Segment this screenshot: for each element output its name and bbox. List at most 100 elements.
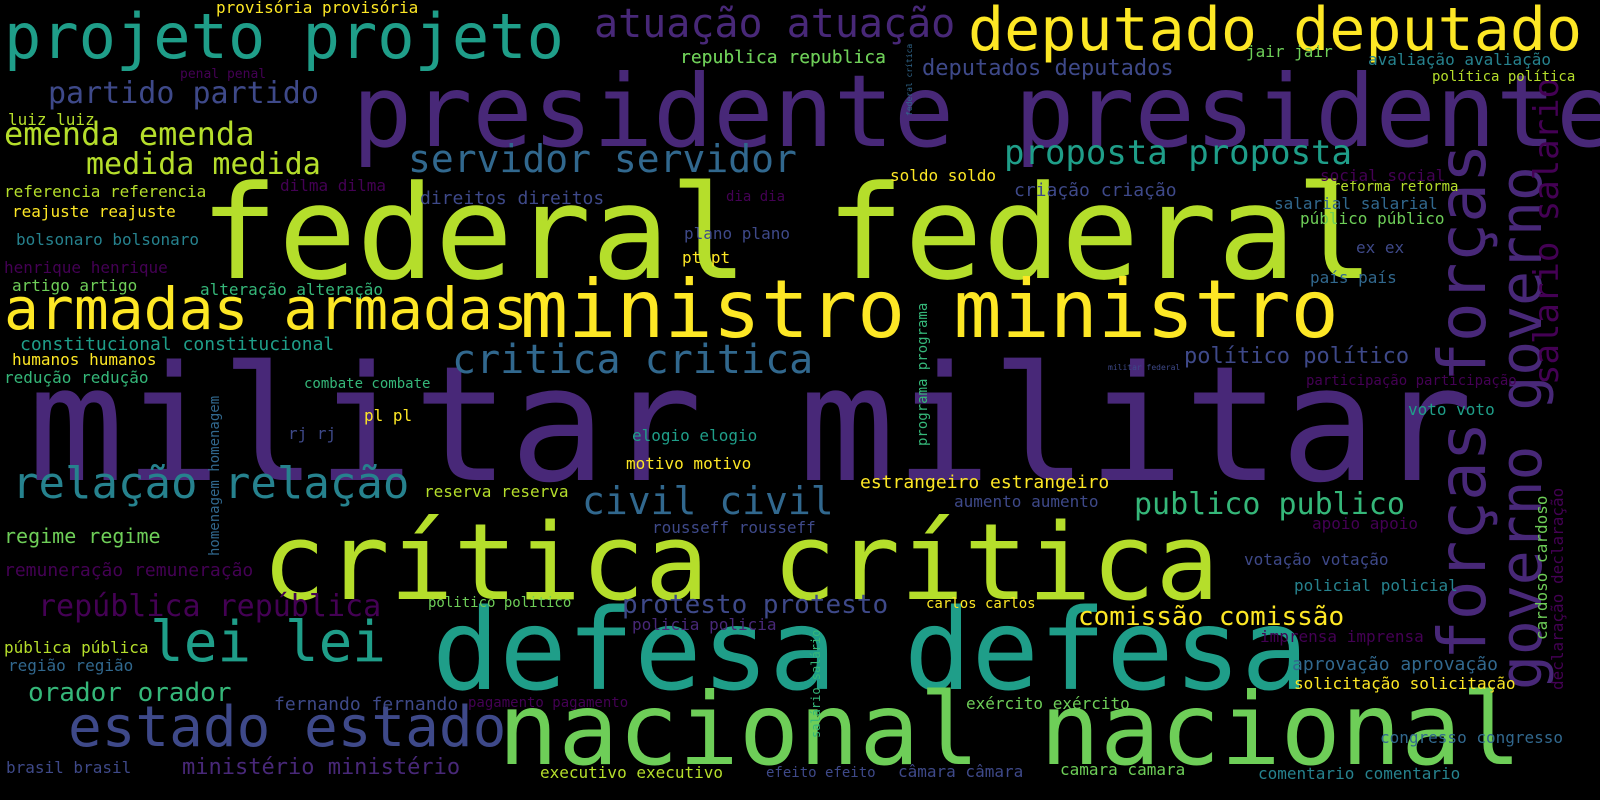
word-civil-civil: civil civil	[582, 479, 834, 523]
word-pais-pais: país país	[1310, 268, 1397, 287]
word-aprovacao-aprovacao: aprovação aprovação	[1292, 654, 1498, 675]
word-declaracao-declaracao: declaração declaração	[1548, 487, 1567, 690]
word-politico-politico-accent: político político	[1184, 344, 1410, 369]
word-republica-accent: república república	[38, 589, 382, 624]
word-politico-politico: politico politico	[428, 595, 572, 611]
word-nacional-nacional: nacional nacional	[498, 671, 1522, 788]
word-federal-federal: federal federal	[200, 157, 1374, 309]
word-republica-noaccent: republica republica	[680, 47, 886, 68]
word-atuacao-atuacao: atuação atuação	[594, 1, 956, 47]
word-republica-small: republica republica	[680, 47, 886, 68]
word-aumento-aumento: aumento aumento	[954, 492, 1099, 511]
word-artigo-artigo: artigo artigo	[12, 276, 138, 295]
word-pl-pl: pl pl	[364, 406, 413, 425]
word-remuneracao-remuneracao: remuneração remuneração	[4, 560, 254, 581]
word-militar-militar: militar militar	[28, 331, 1473, 518]
word-bolsonaro-bolsonaro: bolsonaro bolsonaro	[16, 230, 200, 249]
word-social-social: social social	[1320, 166, 1446, 185]
word-partido-partido: partido partido	[48, 76, 319, 111]
word-federal-critica: federal crítica	[905, 43, 914, 116]
word-defesa-defesa: defesa defesa	[432, 586, 1309, 716]
word-estado-estado: estado estado	[68, 695, 507, 760]
word-solicitacao-solicitacao: solicitação solicitação	[1294, 674, 1516, 693]
word-congresso-congresso: congresso congresso	[1380, 728, 1564, 747]
word-carlos-carlos: carlos carlos	[926, 596, 1036, 612]
word-combate-combate: combate combate	[304, 376, 431, 392]
word-critica-noaccent: critica critica	[452, 337, 814, 383]
word-protesto-protesto: protesto protesto	[622, 590, 889, 620]
word-plano-plano: plano plano	[684, 224, 790, 243]
word-ministerio-ministerio: ministério ministério	[182, 755, 461, 780]
word-policial-policial: policial policial	[1294, 576, 1458, 595]
word-participacao-participacao: participação participação	[1306, 373, 1517, 389]
word-voto-voto: voto voto	[1408, 400, 1495, 419]
word-rousseff-rousseff: rousseff rousseff	[652, 518, 816, 537]
word-pagamento-pagamento: pagamento pagamento	[468, 695, 629, 711]
word-emenda-emenda: emenda emenda	[4, 115, 255, 153]
word-soldo-soldo: soldo soldo	[890, 166, 996, 185]
word-salario-salario: salario salario	[1527, 77, 1567, 385]
word-motivo-motivo: motivo motivo	[626, 454, 752, 473]
word-executivo-executivo: executivo executivo	[540, 763, 724, 782]
word-relacao-relacao: relação relação	[12, 458, 410, 509]
word-humanos-humanos: humanos humanos	[12, 350, 157, 369]
word-ex-ex: ex ex	[1356, 238, 1405, 257]
word-constitucional-constitucional: constitucional constitucional	[20, 334, 335, 355]
word-referencia-referencia: referencia referencia	[4, 182, 207, 201]
word-efeito-efeito: efeito efeito	[766, 765, 876, 781]
word-exercito-exercito: exército exército	[966, 694, 1130, 713]
word-dia-dia: dia dia	[726, 189, 786, 205]
word-apoio-apoio: apoio apoio	[1312, 514, 1418, 533]
word-votacao-votacao: votação votação	[1244, 550, 1389, 569]
word-camara-noaccent: camara camara	[1060, 760, 1186, 779]
word-programa-programa: programa programa	[915, 302, 931, 446]
word-avaliacao-avaliacao: avaliação avaliação	[1368, 50, 1552, 69]
word-dilma-dilma: dilma dilma	[280, 176, 386, 195]
word-comissao-comissao: comissão comissão	[1078, 602, 1345, 632]
word-projeto-projeto: projeto projeto	[4, 0, 564, 73]
word-medida-medida: medida medida	[86, 147, 321, 182]
word-estrangeiro-estrangeiro: estrangeiro estrangeiro	[860, 472, 1110, 493]
word-publico-publico-accent: público público	[1300, 209, 1445, 228]
word-publico-publico: publico publico	[1134, 487, 1405, 522]
word-presidente-presidente: presidente presidente	[352, 53, 1600, 170]
word-brasil-brasil: brasil brasil	[6, 758, 132, 777]
word-salario-salario-accent: salário salário	[809, 629, 823, 738]
word-lei-lei: lei lei	[150, 610, 387, 675]
word-camara-accent: câmara câmara	[898, 762, 1024, 781]
word-militar-federal: militar federal	[1108, 363, 1181, 372]
word-proposta-proposta: proposta proposta	[1004, 133, 1352, 173]
word-homenagem-homenagem: homenagem homenagem	[207, 395, 223, 556]
word-reserva-reserva: reserva reserva	[424, 482, 569, 501]
word-ministro-ministro: ministro ministro	[520, 263, 1339, 356]
word-rj-rj: rj rj	[288, 424, 337, 443]
word-alteracao-alteracao: alteração alteração	[200, 280, 384, 299]
word-elogio-elogio: elogio elogio	[632, 426, 758, 445]
word-direitos-direitos: direitos direitos	[420, 188, 605, 209]
word-luiz-luiz: luiz luiz	[8, 110, 95, 129]
word-henrique-henrique: henrique henrique	[4, 258, 168, 277]
word-reforma-reforma: reforma reforma	[1332, 179, 1459, 195]
word-fernando-fernando: fernando fernando	[274, 694, 459, 715]
word-regiao-regiao: região região	[8, 656, 134, 675]
word-comentario-comentario: comentario comentario	[1258, 764, 1461, 783]
word-critica-accent: crítica crítica	[262, 501, 1220, 624]
word-reducao-reducao: redução redução	[4, 368, 149, 387]
word-provisoria-provisoria: provisória provisória	[216, 0, 419, 17]
word-deputados-deputados: deputados deputados	[922, 56, 1174, 81]
word-orador-orador: orador orador	[28, 678, 232, 708]
word-salarial-salarial: salarial salarial	[1274, 194, 1438, 213]
word-policia-policia: policia policia	[632, 615, 777, 634]
word-penal-penal: penal penal	[180, 67, 267, 82]
word-armadas-armadas: armadas armadas	[4, 275, 528, 343]
word-reajuste-reajuste: reajuste reajuste	[12, 202, 176, 221]
word-imprensa-imprensa: imprensa imprensa	[1260, 627, 1424, 646]
word-pt-pt: pt pt	[682, 248, 731, 267]
word-politica-politica: política política	[1432, 69, 1576, 85]
word-deputado-deputado: deputado deputado	[968, 0, 1583, 65]
word-regime-regime: regime regime	[4, 524, 161, 548]
word-jair-jair: jair jair	[1246, 42, 1333, 61]
word-publica-publica: pública pública	[4, 638, 149, 657]
word-servidor-servidor: servidor servidor	[408, 137, 797, 181]
